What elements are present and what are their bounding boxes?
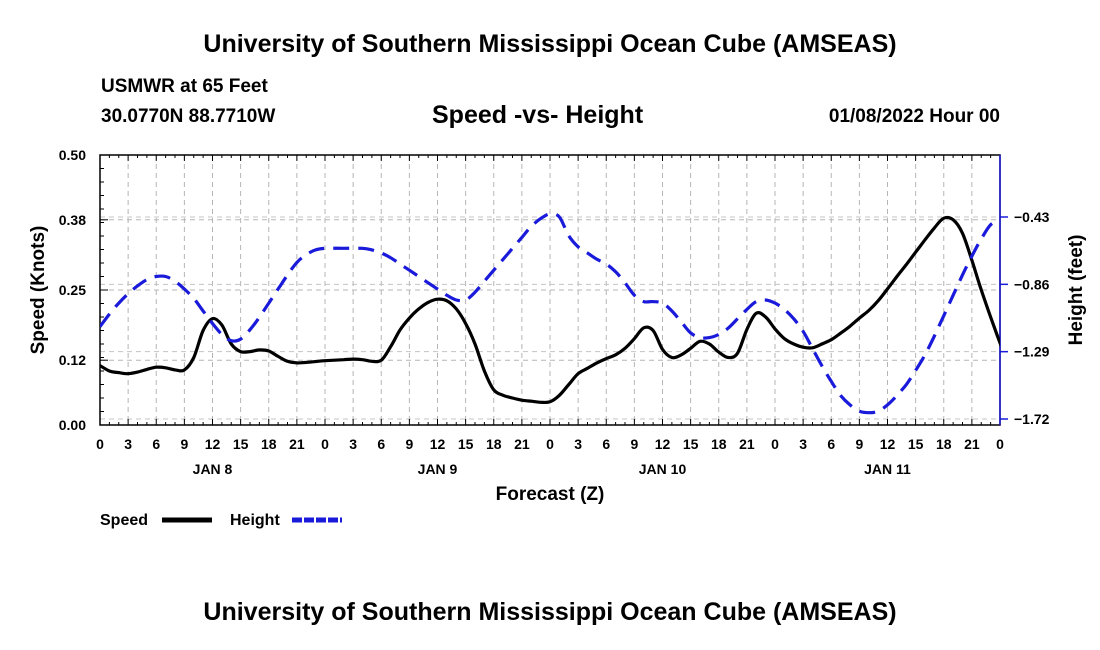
series-lines [100,212,1000,415]
y-right-tick-label: −0.86 [1014,276,1050,292]
station-label: USMWR at 65 Feet [101,76,268,97]
x-tick-label: 21 [739,436,755,452]
speed-series-line [100,215,1000,405]
y-right-axis-title: Height (feet) [1066,235,1087,346]
x-tick-label: 9 [180,436,188,452]
x-tick-label: 15 [458,436,474,452]
x-tick-label: 3 [349,436,357,452]
x-tick-label: 18 [711,436,727,452]
x-tick-label: 6 [602,436,610,452]
x-tick-label: 9 [405,436,413,452]
x-tick-label: 0 [546,436,554,452]
x-tick-label: 21 [289,436,305,452]
plot-frame [99,154,1008,426]
x-tick-label: 21 [514,436,530,452]
x-tick-label: 15 [683,436,699,452]
x-tick-label: 3 [124,436,132,452]
x-tick-label: 15 [908,436,924,452]
x-tick-label: 12 [430,436,446,452]
x-tick-label: 3 [799,436,807,452]
chart-title: University of Southern Mississippi Ocean… [203,30,897,58]
legend-label-height: Height [230,512,280,529]
y-left-tick-label: 0.25 [59,282,86,298]
grid-lines [100,155,1000,425]
x-tick-label: 0 [321,436,329,452]
y-left-axis-title: Speed (Knots) [28,226,49,355]
x-tick-label: 12 [205,436,221,452]
x-tick-label: 0 [996,436,1004,452]
x-tick-label: 6 [827,436,835,452]
x-tick-label: 6 [152,436,160,452]
y-left-tick-label: 0.38 [59,212,86,228]
x-tick-label: 6 [377,436,385,452]
chart-subtitle: Speed -vs- Height [432,101,644,129]
forecast-datetime: 01/08/2022 Hour 00 [828,106,1000,127]
legend-label-speed: Speed [100,512,148,529]
x-tick-label: 9 [630,436,638,452]
x-tick-label: 18 [261,436,277,452]
x-tick-label: 18 [936,436,952,452]
x-tick-label: 0 [96,436,104,452]
x-tick-label: 21 [964,436,980,452]
x-axis-title: Forecast (Z) [496,484,605,505]
legend: Speed Height [100,512,342,529]
x-tick-label: 3 [574,436,582,452]
y-right-tick-label: −1.29 [1014,344,1050,360]
x-tick-label: 18 [486,436,502,452]
x-tick-label: 9 [855,436,863,452]
y-right-tick-label: −1.72 [1014,411,1050,427]
day-label: JAN 9 [418,461,458,477]
y-left-tick-label: 0.00 [59,417,86,433]
day-label: JAN 11 [864,461,911,477]
x-tick-label: 12 [655,436,671,452]
footer-title: University of Southern Mississippi Ocean… [203,598,897,626]
x-tick-label: 12 [880,436,896,452]
y-left-tick-label: 0.50 [59,147,86,163]
y-left-tick-label: 0.12 [59,352,86,368]
day-label: JAN 10 [639,461,687,477]
x-tick-label: 0 [771,436,779,452]
axis-labels: 0 3 6 9 12 15 18 21 0 3 6 9 12 15 18 21 0 3 6 9 12 15 18 21 0 3 6 9… [28,147,1087,505]
x-tick-label: 15 [233,436,249,452]
y-right-tick-label: −0.43 [1014,209,1050,225]
coordinates-label: 30.0770N 88.7710W [101,106,276,127]
day-label: JAN 8 [193,461,233,477]
height-series-line [100,212,1000,415]
